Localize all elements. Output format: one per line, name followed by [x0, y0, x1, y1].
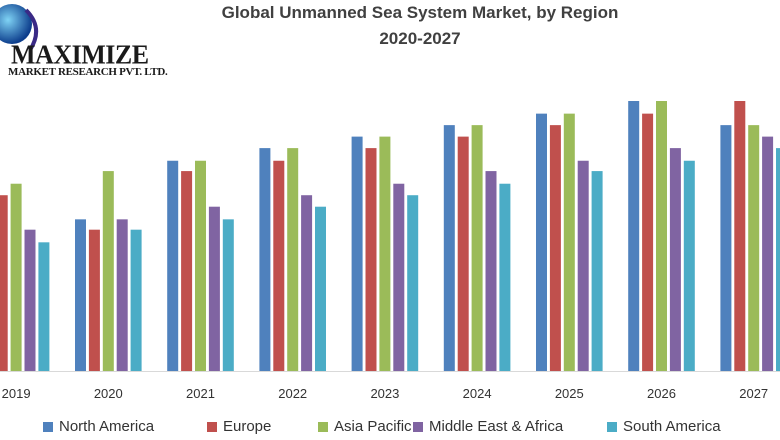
bar-south-america-2024: [499, 183, 511, 371]
bar-asia-pacific-2022: [287, 148, 299, 371]
company-logo: MAXIMIZE MARKET RESEARCH PVT. LTD.: [0, 0, 200, 90]
x-tick-label: 2027: [739, 386, 768, 401]
x-tick-label: 2020: [94, 386, 123, 401]
legend-label: North America: [59, 418, 155, 435]
legend-swatch: [318, 421, 328, 432]
bar-middle-east-africa-2027: [762, 136, 774, 371]
bar-south-america-2020: [130, 229, 142, 371]
bar-middle-east-africa-2019: [24, 229, 36, 371]
x-tick-label: 2024: [463, 386, 492, 401]
bar-europe-2019: [0, 195, 8, 371]
bar-asia-pacific-2027: [748, 125, 760, 372]
legend-swatch: [413, 421, 423, 432]
x-tick-label: 2026: [647, 386, 676, 401]
legend-swatch: [43, 421, 53, 432]
bar-europe-2026: [642, 113, 654, 371]
bar-north-america-2022: [259, 148, 271, 371]
logo-name: MAXIMIZE: [11, 39, 149, 70]
legend-item: Middle East & Africa: [413, 418, 563, 435]
chart-subtitle: 2020-2027: [379, 29, 461, 48]
bar-middle-east-africa-2023: [393, 183, 405, 371]
bar-europe-2024: [457, 136, 469, 371]
legend-label: Europe: [223, 418, 272, 435]
bar-north-america-2021: [167, 160, 179, 371]
bar-south-america-2022: [315, 206, 326, 371]
legend-swatch: [607, 421, 617, 432]
bar-chart: 2019 2020 2021 2022 2023 2024 2025 2026 2027: [0, 101, 780, 401]
bar-europe-2027: [734, 101, 746, 371]
legend-label: Asia Pacific: [334, 418, 412, 435]
bar-europe-2023: [365, 148, 377, 371]
bar-europe-2021: [181, 171, 193, 371]
bar-asia-pacific-2026: [656, 101, 667, 371]
legend-item: Asia Pacific: [318, 418, 412, 435]
bar-south-america-2027: [776, 148, 780, 371]
legend-swatch: [207, 421, 217, 432]
bar-middle-east-africa-2026: [669, 148, 681, 371]
bar-north-america-2024: [443, 125, 455, 372]
bar-europe-2022: [273, 160, 285, 371]
bar-asia-pacific-2019: [10, 183, 22, 371]
bar-asia-pacific-2021: [195, 160, 206, 371]
x-tick-label: 2021: [186, 386, 215, 401]
globe-icon: [0, 4, 38, 52]
x-tick-label: 2025: [555, 386, 584, 401]
bar-europe-2020: [88, 229, 100, 371]
legend-item: North America: [43, 418, 154, 435]
bar-asia-pacific-2020: [102, 171, 114, 371]
bar-middle-east-africa-2024: [485, 171, 497, 371]
chart-title: Global Unmanned Sea System Market, by Re…: [221, 3, 619, 22]
bar-north-america-2023: [351, 136, 363, 371]
logo-subtitle: MARKET RESEARCH PVT. LTD.: [8, 66, 168, 78]
bar-middle-east-africa-2020: [116, 219, 128, 371]
legend-label: Middle East & Africa: [429, 418, 564, 435]
bar-asia-pacific-2025: [563, 113, 575, 371]
x-tick-label: 2022: [278, 386, 307, 401]
bar-south-america-2023: [407, 195, 419, 371]
x-tick-label: 2023: [370, 386, 399, 401]
legend: North America Europe Asia Pacific Middle Ea…: [0, 418, 780, 438]
bar-middle-east-africa-2022: [301, 195, 313, 371]
bar-middle-east-africa-2021: [208, 206, 220, 371]
bar-north-america-2027: [720, 125, 732, 372]
bar-south-america-2025: [591, 171, 603, 371]
bar-south-america-2026: [683, 160, 695, 371]
x-tick-label: 2019: [2, 386, 31, 401]
bar-middle-east-africa-2025: [577, 160, 589, 371]
bar-north-america-2025: [536, 113, 547, 371]
legend-item: South America: [607, 418, 721, 435]
bar-north-america-2020: [75, 219, 86, 371]
bar-asia-pacific-2024: [471, 125, 483, 372]
bar-north-america-2026: [628, 101, 640, 371]
bar-asia-pacific-2023: [379, 136, 391, 371]
bar-europe-2025: [549, 125, 561, 372]
legend-item: Europe: [207, 418, 271, 435]
legend-label: South America: [623, 418, 721, 435]
bar-south-america-2019: [38, 242, 50, 371]
bar-south-america-2021: [222, 219, 234, 371]
